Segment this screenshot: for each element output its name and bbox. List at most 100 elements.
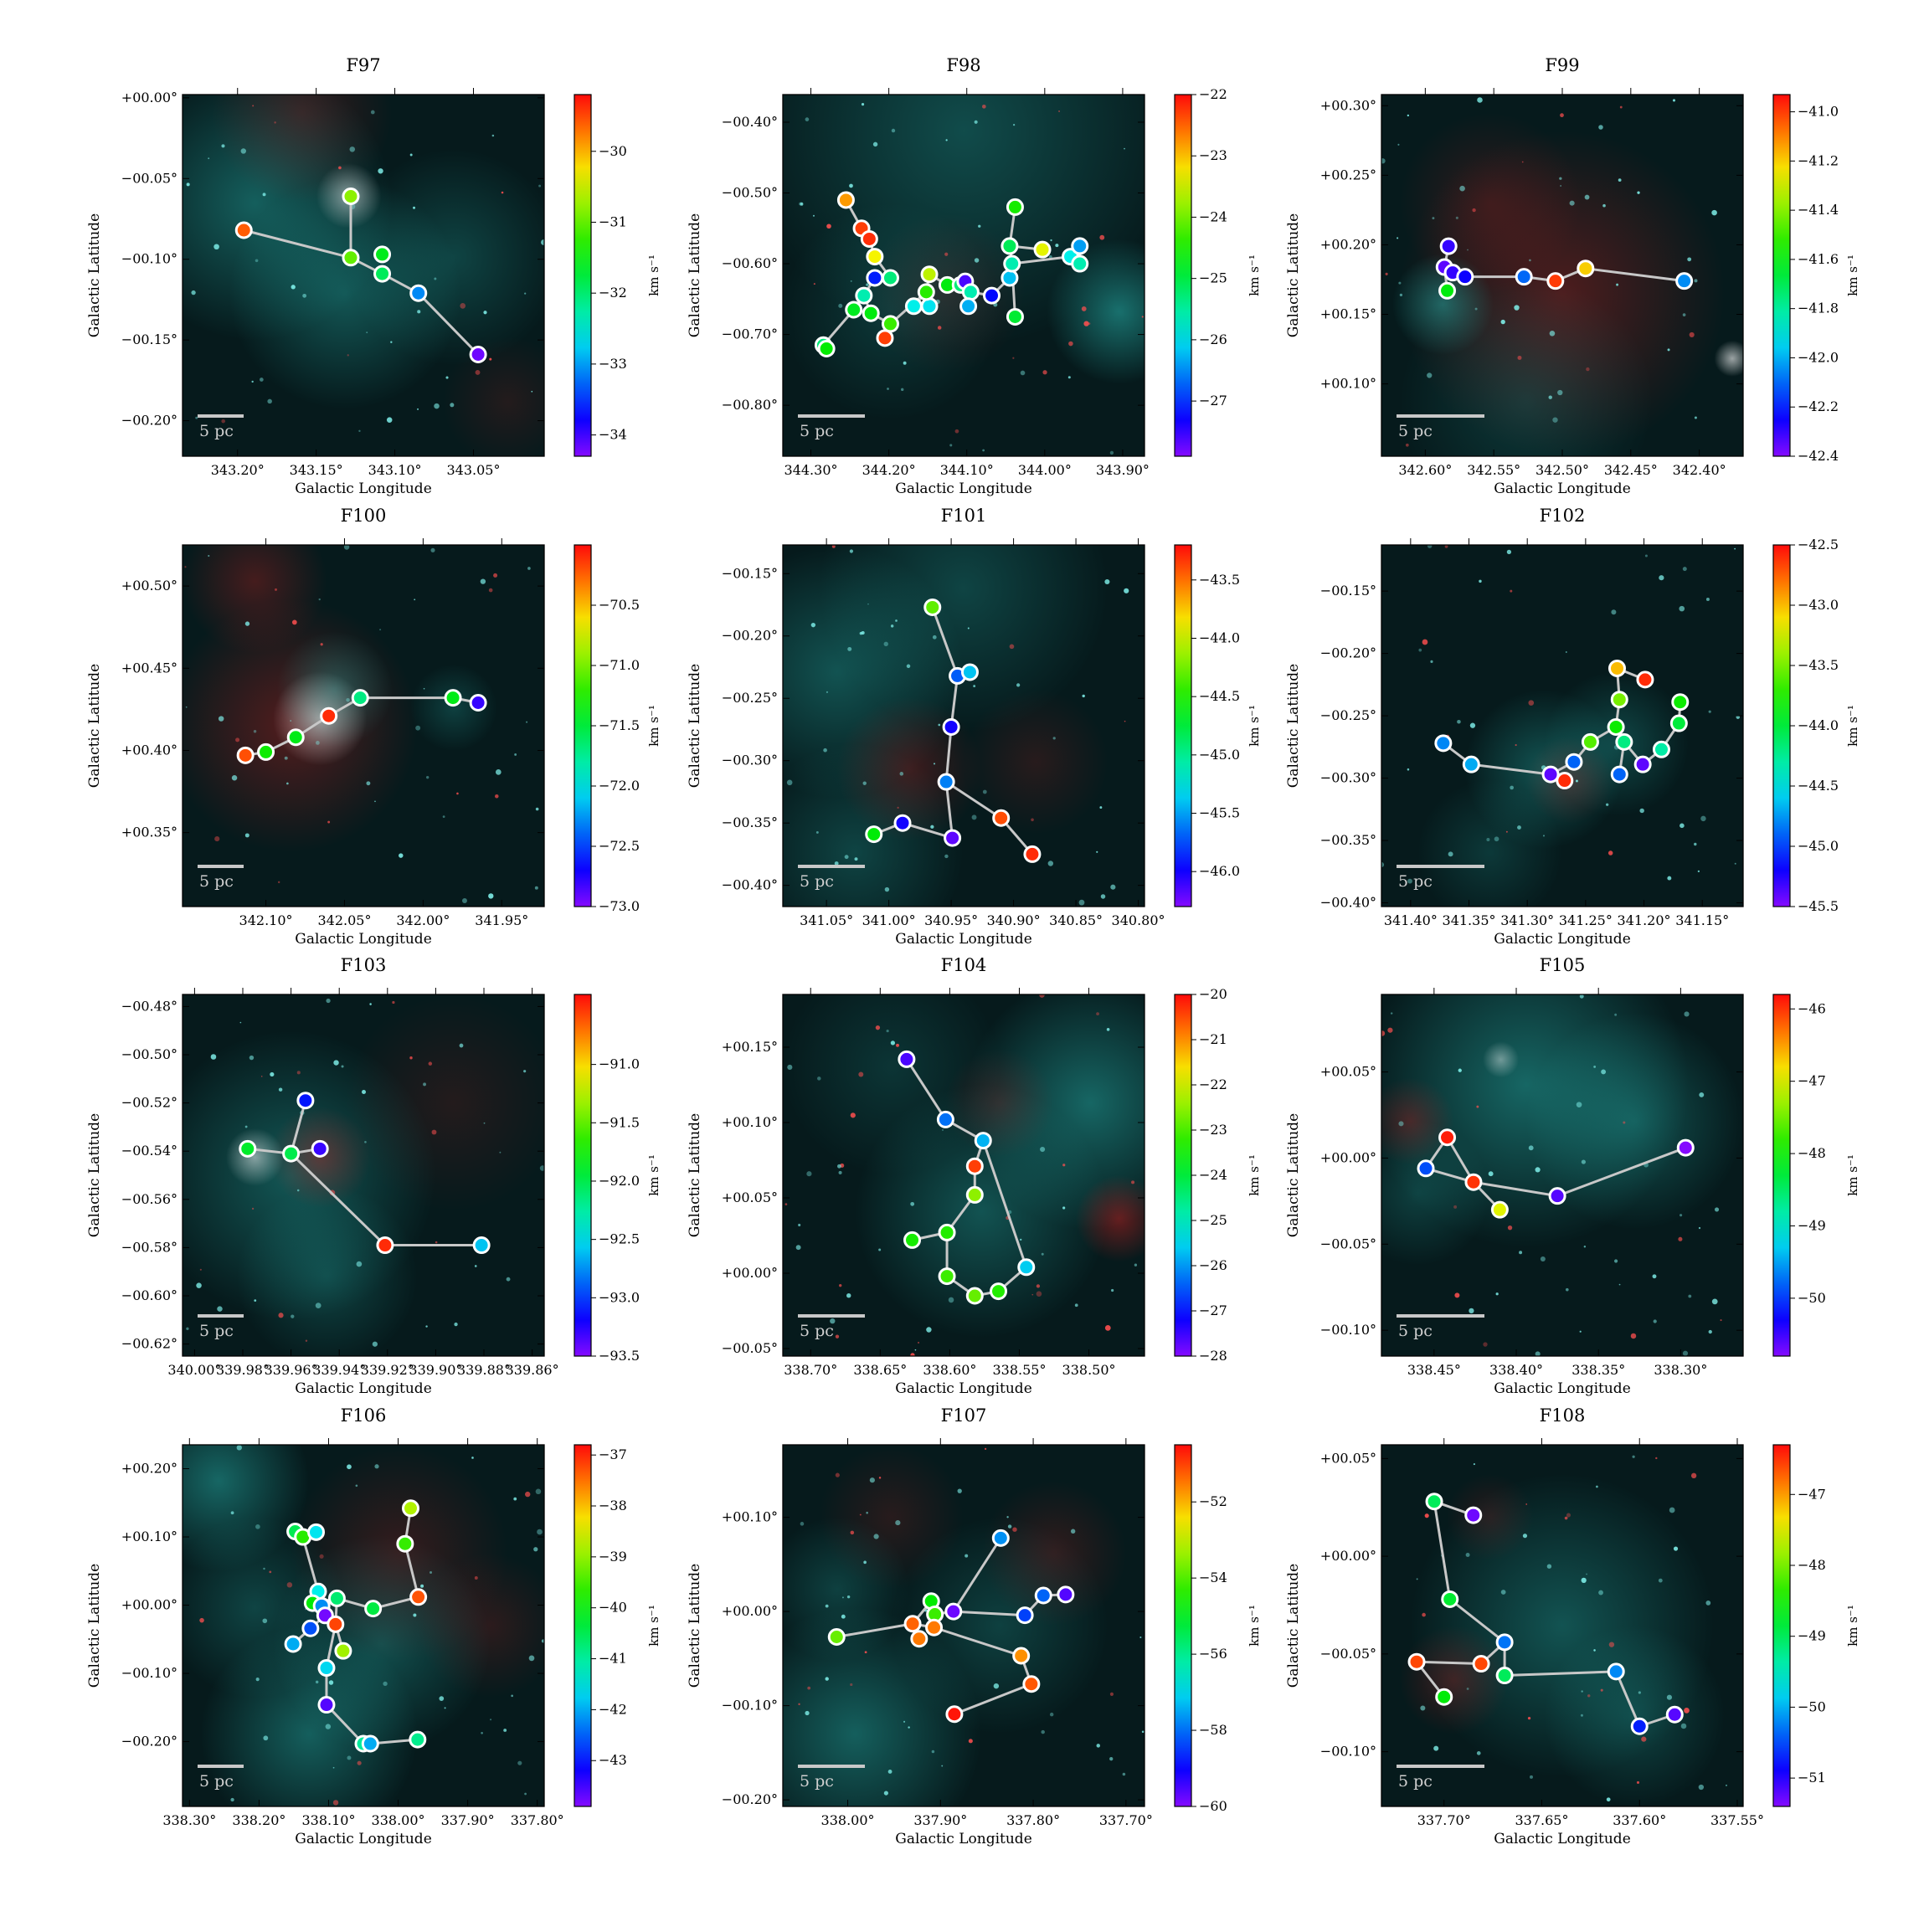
star xyxy=(255,259,259,263)
clump-marker xyxy=(409,1730,427,1749)
clump-marker xyxy=(401,1499,419,1518)
clump-marker xyxy=(1417,1159,1435,1178)
star xyxy=(1454,1292,1460,1298)
star xyxy=(296,1189,300,1192)
star xyxy=(1542,835,1546,837)
star xyxy=(1466,1688,1469,1690)
star xyxy=(884,886,890,892)
colorbar-tick-label: −24 xyxy=(1199,208,1227,224)
star xyxy=(1459,185,1465,192)
x-tick-label: 339.90° xyxy=(409,1362,462,1378)
star xyxy=(1521,161,1524,163)
star xyxy=(374,1464,379,1469)
star xyxy=(1581,1690,1583,1693)
sky-image xyxy=(783,1445,1145,1806)
star xyxy=(474,1265,477,1267)
y-tick-label: +00.15° xyxy=(1320,306,1376,322)
y-tick-label: −00.20° xyxy=(121,1734,177,1750)
x-axis-label: Galactic Longitude xyxy=(295,1380,432,1397)
clump-marker xyxy=(1495,1667,1514,1685)
clump-marker xyxy=(342,249,360,267)
star xyxy=(825,1604,829,1608)
star xyxy=(906,664,911,669)
star xyxy=(1096,850,1098,853)
star xyxy=(897,806,899,809)
star xyxy=(1546,1564,1552,1569)
axes-frame xyxy=(182,544,545,907)
y-tick-label: −00.30° xyxy=(1320,770,1376,786)
star xyxy=(531,390,533,393)
colorbar-label: km s⁻¹ xyxy=(1247,254,1262,296)
panel-f103: 340.00°339.98°339.96°339.94°339.92°339.9… xyxy=(86,955,661,1397)
star xyxy=(1638,1691,1641,1694)
star xyxy=(1688,1294,1692,1298)
star xyxy=(841,1614,846,1619)
star xyxy=(1527,1716,1531,1720)
dust-emission xyxy=(236,1185,418,1356)
panel-f107: 338.00° 337.90° 337.80° 337.70° +00.10° +00.0… xyxy=(687,1405,1262,1847)
y-tick-label: +00.00° xyxy=(1320,1149,1376,1165)
clump-marker xyxy=(936,1110,954,1128)
clump-marker xyxy=(1071,237,1089,255)
x-tick-label: 343.20° xyxy=(211,462,265,478)
star xyxy=(378,168,383,174)
y-tick-label: +00.10° xyxy=(722,1114,778,1130)
axes-frame xyxy=(182,994,545,1357)
colorbar-tick-label: −41.4 xyxy=(1798,202,1839,218)
clump-marker xyxy=(865,825,883,844)
dust-emission xyxy=(1047,239,1145,384)
star xyxy=(461,898,467,904)
star xyxy=(831,545,836,548)
clump-marker xyxy=(965,1157,984,1175)
star xyxy=(941,1765,944,1767)
star xyxy=(259,378,264,382)
dust-emission xyxy=(783,994,1001,1175)
colorbar-tick-label: −44.0 xyxy=(1199,629,1240,645)
clump-marker xyxy=(920,265,939,284)
star xyxy=(1708,1329,1712,1334)
star xyxy=(1560,113,1564,118)
x-tick-label: 344.10° xyxy=(940,462,994,478)
x-tick-label: 342.00° xyxy=(396,912,450,928)
star xyxy=(806,1171,812,1177)
clump-marker xyxy=(1607,1662,1625,1681)
colorbar-tick-label: −23 xyxy=(1199,147,1227,163)
star xyxy=(327,820,331,824)
star xyxy=(495,794,499,799)
star xyxy=(1104,578,1110,585)
clump-marker xyxy=(920,297,939,316)
star xyxy=(863,1560,867,1565)
colorbar xyxy=(1772,94,1791,457)
x-axis-label: Galactic Longitude xyxy=(1494,480,1631,497)
colorbar-tick-label: −93.0 xyxy=(599,1289,640,1305)
star xyxy=(383,1681,388,1687)
star xyxy=(850,1530,855,1535)
y-tick-label: +00.25° xyxy=(1320,167,1376,182)
bright-source xyxy=(225,1128,284,1186)
x-tick-label: 338.55° xyxy=(992,1362,1046,1378)
star xyxy=(1407,114,1410,117)
x-tick-label: 340.00° xyxy=(167,1362,221,1378)
star xyxy=(1067,376,1071,379)
x-tick-label: 338.30° xyxy=(162,1812,216,1828)
y-axis-label: Galactic Latitude xyxy=(687,1113,703,1237)
clump-marker xyxy=(286,728,305,747)
clump-marker xyxy=(1669,714,1688,732)
clump-marker xyxy=(317,1659,336,1678)
clump-marker xyxy=(1581,732,1599,751)
star xyxy=(524,292,527,295)
clump-marker xyxy=(1441,1590,1459,1608)
star xyxy=(1031,1293,1034,1296)
star xyxy=(332,1800,339,1806)
gas-emission xyxy=(945,1048,1054,1158)
star xyxy=(1515,743,1517,747)
colorbar-tick-label: −20 xyxy=(1199,986,1227,1002)
star xyxy=(918,1341,920,1344)
axes-frame xyxy=(1381,544,1744,907)
y-tick-label: −00.30° xyxy=(722,753,778,768)
clump-marker xyxy=(965,1287,984,1305)
star xyxy=(1104,1324,1111,1331)
colorbar-tick-label: −38 xyxy=(599,1498,627,1513)
star xyxy=(1565,651,1567,653)
star xyxy=(270,1071,275,1077)
